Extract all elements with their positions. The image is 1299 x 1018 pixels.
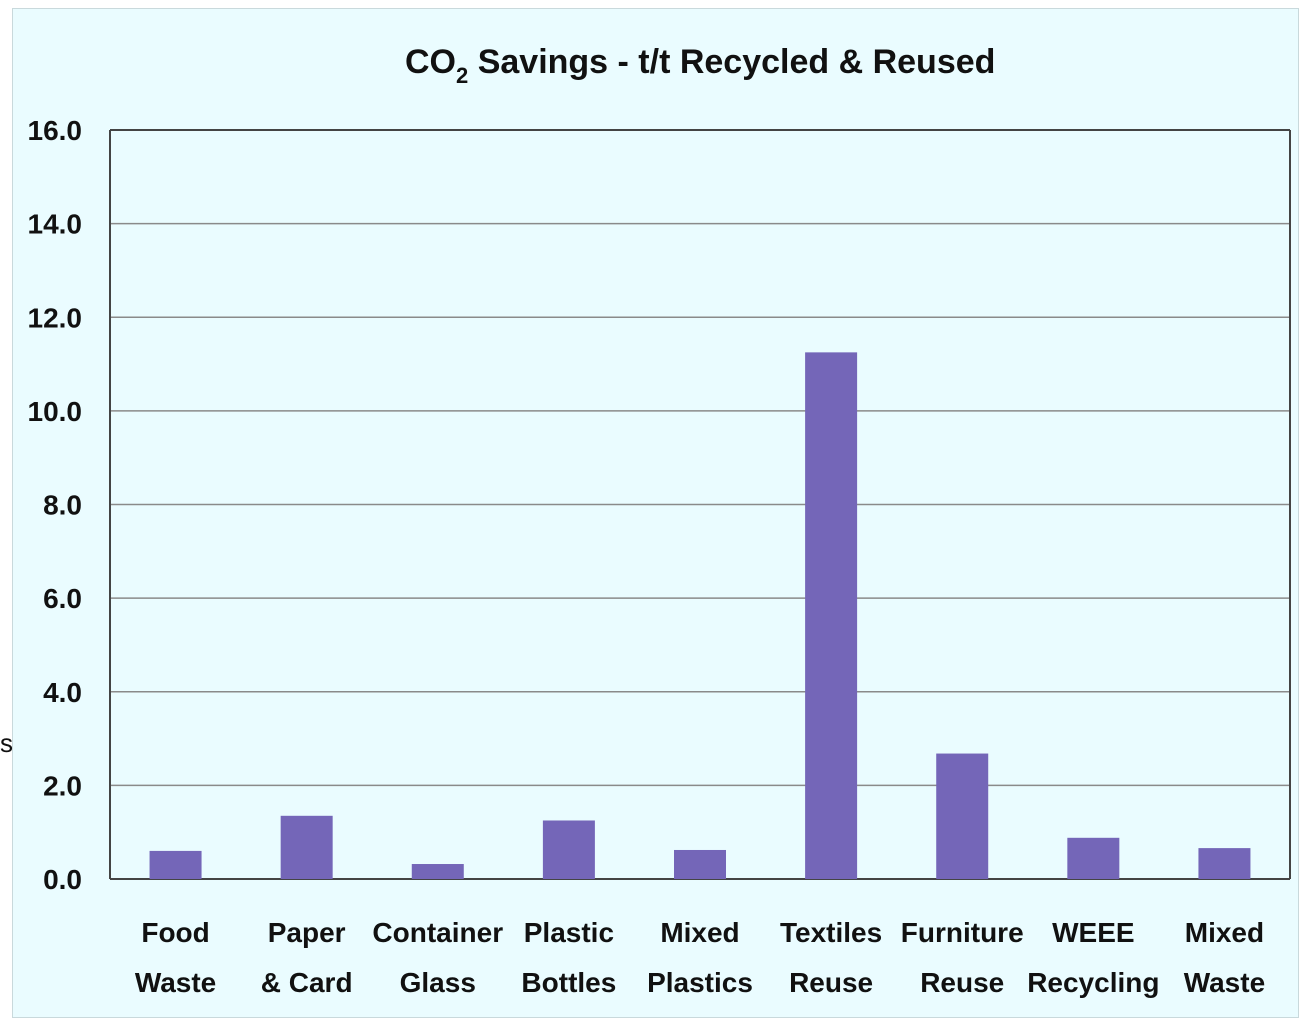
bar-7 xyxy=(1067,837,1120,879)
bar-1 xyxy=(280,815,333,879)
stray-mark: s xyxy=(0,728,13,758)
category-label-7-0: WEEE xyxy=(1052,917,1134,948)
category-label-8-1: Waste xyxy=(1184,967,1265,998)
category-labels: Food Waste Paper & Card Container Glass Plasti… xyxy=(135,917,1265,998)
category-label-1-1: & Card xyxy=(261,967,353,998)
y-tick-label-3: 6.0 xyxy=(43,583,82,614)
category-label-2-1: Glass xyxy=(400,967,476,998)
y-tick-label-5: 10.0 xyxy=(28,396,83,427)
bar-4 xyxy=(674,849,726,879)
category-label-7-1: Recycling xyxy=(1027,967,1159,998)
y-tick-labels: 0.0 2.0 4.0 6.0 8.0 10.0 12.0 14.0 16.0 xyxy=(28,115,83,895)
category-label-0-1: Waste xyxy=(135,967,216,998)
category-label-4-0: Mixed xyxy=(660,917,739,948)
y-tick-label-8: 16.0 xyxy=(28,115,83,146)
y-tick-label-2: 4.0 xyxy=(43,677,82,708)
category-label-5-0: Textiles xyxy=(780,917,882,948)
category-label-1-0: Paper xyxy=(268,917,346,948)
bars xyxy=(149,352,1251,879)
bar-3 xyxy=(542,820,595,879)
y-tick-label-6: 12.0 xyxy=(28,302,83,333)
bar-6 xyxy=(936,753,989,879)
y-tick-label-7: 14.0 xyxy=(28,209,83,240)
bar-0 xyxy=(149,850,202,879)
category-label-3-0: Plastic xyxy=(524,917,614,948)
bar-2 xyxy=(411,864,464,879)
y-tick-label-4: 8.0 xyxy=(43,490,82,521)
category-label-0-0: Food xyxy=(141,917,209,948)
category-label-6-1: Reuse xyxy=(920,967,1004,998)
bar-8 xyxy=(1198,848,1251,879)
y-tick-label-1: 2.0 xyxy=(43,770,82,801)
category-label-4-1: Plastics xyxy=(647,967,753,998)
category-label-5-1: Reuse xyxy=(789,967,873,998)
category-label-8-0: Mixed xyxy=(1185,917,1264,948)
category-label-6-0: Furniture xyxy=(901,917,1024,948)
bar-5 xyxy=(805,352,858,879)
category-label-2-0: Container xyxy=(372,917,503,948)
chart-title: CO2 Savings - t/t Recycled & Reused xyxy=(405,43,995,88)
gridlines xyxy=(110,129,1290,787)
y-tick-label-0: 0.0 xyxy=(43,864,82,895)
category-label-3-1: Bottles xyxy=(521,967,616,998)
